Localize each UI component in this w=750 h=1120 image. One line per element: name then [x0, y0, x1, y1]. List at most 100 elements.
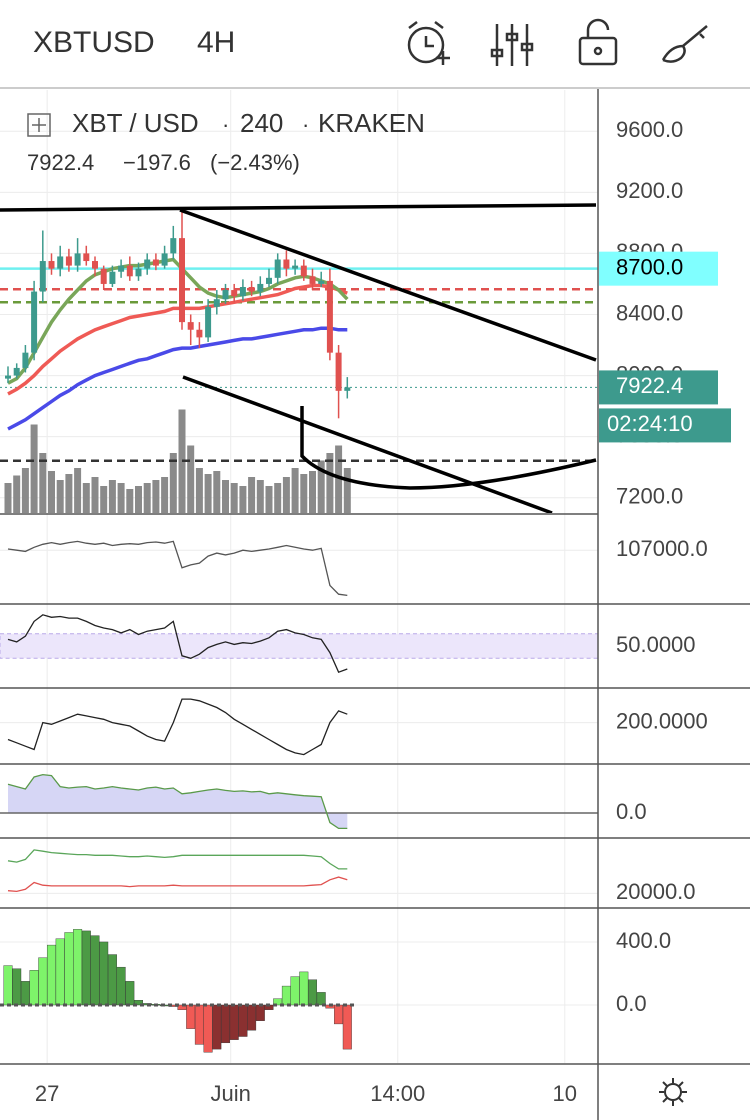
plot [0, 210, 599, 1053]
alarm-icon[interactable] [407, 21, 450, 65]
candle-body [196, 329, 203, 338]
volume-bar [248, 477, 256, 513]
candle-body [135, 268, 142, 277]
volume-bar [56, 480, 64, 513]
volume-bar [161, 477, 169, 513]
candle-body [152, 259, 159, 266]
pane [7, 540, 348, 597]
settings-icon[interactable] [659, 1078, 687, 1106]
histogram-bar [55, 938, 65, 1006]
candle-body [13, 367, 20, 376]
histogram-bar [3, 965, 13, 1006]
volume-bar [4, 483, 12, 513]
histogram-bar [90, 935, 100, 1006]
y-tick-label: 50.0000 [616, 632, 696, 657]
indicator-line [7, 698, 348, 756]
price-change: −197.6 [123, 150, 191, 175]
histogram-bar [38, 957, 48, 1006]
volume-bar [187, 445, 195, 513]
y-tick-label: 7200.0 [616, 484, 683, 509]
countdown-label: 02:24:10 [607, 411, 693, 436]
candle-body [300, 265, 307, 277]
candle-body [65, 256, 72, 266]
indicator-line [7, 257, 349, 385]
candle-body [48, 261, 55, 269]
candle-body [83, 253, 90, 262]
volume-bar [48, 471, 55, 513]
candle-body [100, 268, 107, 284]
histogram-bar [125, 981, 135, 1006]
histogram-bar [255, 1004, 265, 1021]
legend-toggle[interactable] [27, 113, 51, 137]
histogram-bar [20, 981, 30, 1006]
interval[interactable]: 4H [197, 26, 235, 59]
price-badge [599, 370, 718, 405]
candle-body [31, 291, 38, 353]
histogram-bar [342, 1004, 352, 1050]
drawings [0, 203, 597, 513]
trend-line [179, 208, 597, 362]
volume-bar [343, 468, 351, 513]
candle-body [22, 352, 29, 368]
candle-body [266, 277, 272, 284]
header-icons [407, 18, 708, 66]
indicator-line [7, 326, 348, 431]
lock-icon[interactable] [578, 18, 618, 66]
volume-bar [222, 480, 229, 513]
countdown-badge [599, 408, 731, 443]
candle-body [274, 259, 281, 278]
pane [0, 929, 356, 1053]
histogram-bar [133, 1000, 143, 1006]
volume-bar [265, 486, 273, 513]
volume-bar [335, 445, 343, 513]
histogram-bar [107, 954, 117, 1006]
separator: · [302, 112, 309, 137]
pane [0, 773, 598, 830]
volume-bar [291, 468, 299, 513]
y-tick-label: 9200.0 [616, 178, 683, 203]
volume-bar [204, 474, 212, 513]
indicator-line [7, 876, 348, 893]
histogram-bar [212, 1004, 222, 1050]
candle-body [213, 299, 220, 307]
pair: XBT / USD [72, 108, 199, 138]
histogram-bar [281, 985, 291, 1006]
volume-bar [100, 486, 108, 513]
volume-bar [74, 468, 82, 513]
indicator-line [7, 283, 348, 396]
brush-icon[interactable] [661, 25, 708, 63]
candle-body [118, 265, 125, 272]
symbol[interactable]: XBTUSD [33, 26, 155, 59]
candle-body [309, 276, 316, 284]
histogram-bar [64, 932, 74, 1006]
volume-bar [309, 471, 316, 513]
candle-body [92, 261, 98, 269]
histogram-bar [229, 1004, 239, 1040]
y-tick-label: 0.0 [616, 799, 647, 824]
histogram-bar [116, 966, 126, 1006]
candle-body [126, 265, 133, 277]
histogram-bar [29, 970, 39, 1006]
volume-bar [108, 480, 116, 513]
indicators-icon[interactable] [490, 24, 534, 66]
volume-bar [135, 486, 142, 513]
candle-body [222, 290, 229, 300]
histogram-bar [316, 992, 326, 1006]
candle-body [283, 259, 290, 269]
candle-body [170, 238, 177, 254]
candle-body [161, 253, 168, 266]
volume-bar [82, 483, 90, 513]
indicator-line [7, 773, 348, 830]
trend-line [0, 203, 597, 212]
legend: XBT / USD · 240 · KRAKEN 7922.4 −197.6 (… [27, 108, 425, 175]
y-tick-label: 9600.0 [616, 117, 683, 142]
volume-bar [256, 480, 264, 513]
histogram-bar [334, 1004, 344, 1025]
candle-body [179, 238, 185, 323]
last-price: 7922.4 [27, 150, 94, 175]
histogram-bar [81, 930, 91, 1006]
volume-bar [30, 424, 38, 513]
candle-body [39, 261, 46, 292]
histogram-bar [73, 929, 83, 1006]
